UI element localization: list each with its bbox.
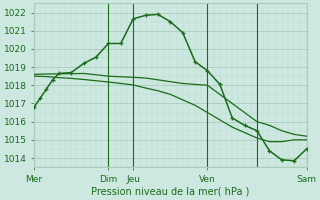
X-axis label: Pression niveau de la mer( hPa ): Pression niveau de la mer( hPa ) — [91, 187, 250, 197]
